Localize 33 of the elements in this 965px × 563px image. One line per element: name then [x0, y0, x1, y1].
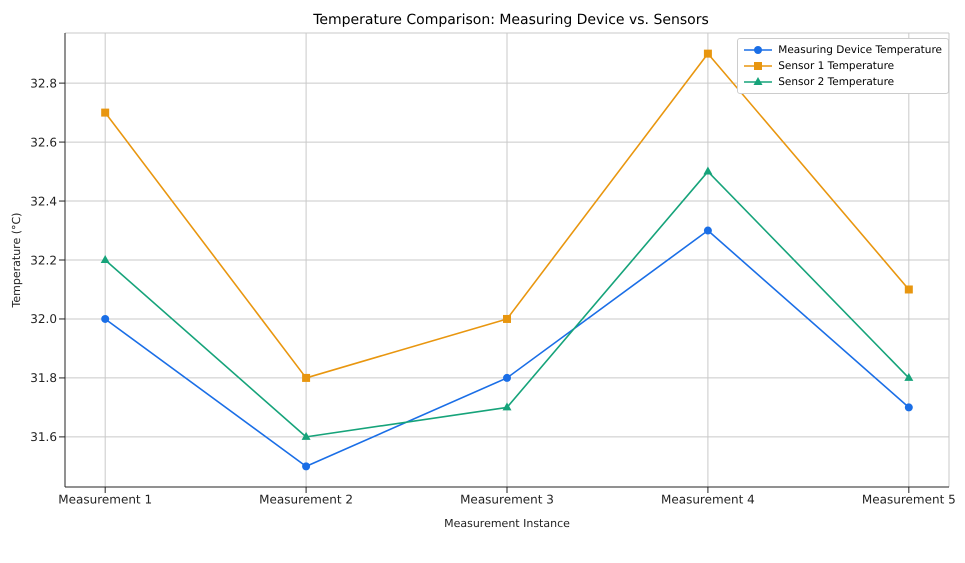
- point: [904, 285, 913, 294]
- x-tick-label: Measurement 3: [460, 492, 554, 507]
- y-tick-label: 32.4: [30, 194, 57, 208]
- chart-title: Temperature Comparison: Measuring Device vs. Sensors: [312, 12, 710, 28]
- legend-label: Measuring Device Temperature: [778, 44, 942, 56]
- x-tick-label: Measurement 5: [862, 492, 956, 507]
- y-tick-label: 31.6: [30, 430, 57, 444]
- point: [503, 374, 511, 382]
- y-tick-label: 32.0: [30, 312, 57, 326]
- x-tick-label: Measurement 2: [259, 492, 354, 507]
- point: [503, 314, 511, 323]
- y-tick-label: 32.8: [30, 76, 57, 90]
- point: [904, 372, 914, 381]
- point: [302, 462, 310, 470]
- point: [101, 314, 110, 323]
- y-tick-label: 32.6: [30, 135, 57, 150]
- legend-label: Sensor 2 Temperature: [778, 76, 894, 88]
- point: [302, 374, 310, 382]
- point: [302, 432, 311, 440]
- y-tick-label: 31.8: [30, 371, 57, 386]
- point: [704, 226, 712, 235]
- point: [502, 402, 512, 410]
- legend-label: Sensor 1 Temperature: [778, 60, 894, 72]
- x-axis-title: Measurement Instance: [444, 517, 570, 530]
- point: [704, 50, 712, 58]
- y-tick-label: 32.2: [30, 253, 57, 268]
- point: [101, 108, 110, 117]
- x-tick-label: Measurement 1: [58, 492, 152, 507]
- point: [703, 166, 712, 175]
- x-tick-label: Measurement 4: [660, 492, 755, 507]
- y-axis-title: Temperature (°C): [10, 212, 23, 308]
- point: [904, 403, 913, 412]
- point: [100, 255, 110, 263]
